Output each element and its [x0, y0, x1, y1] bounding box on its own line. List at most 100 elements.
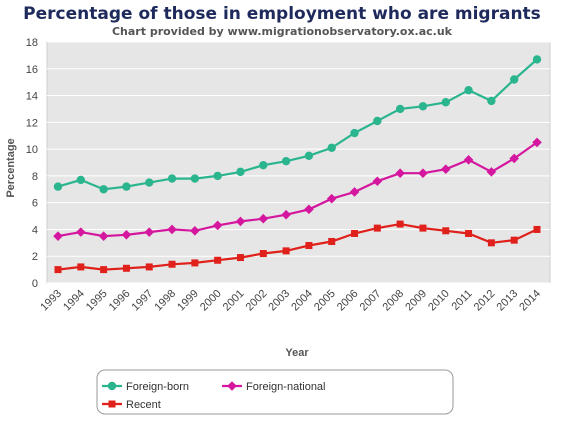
- legend-marker-recent: [108, 400, 116, 408]
- legend-marker-foreign-born: [107, 381, 117, 391]
- foreign-born-point: [122, 182, 131, 191]
- foreign-national-point: [190, 225, 200, 236]
- foreign-national-point: [418, 168, 428, 179]
- recent-point: [487, 239, 495, 247]
- foreign-born-point: [327, 143, 336, 152]
- series-markers: [53, 55, 542, 274]
- foreign-born-point: [281, 156, 291, 166]
- foreign-national-point: [326, 193, 337, 204]
- y-tick-label: 6: [32, 198, 38, 210]
- recent-point: [282, 247, 290, 255]
- foreign-born-point: [190, 174, 200, 183]
- foreign-born-point: [76, 175, 86, 185]
- foreign-national-point: [53, 231, 63, 241]
- foreign-born-point: [99, 185, 108, 194]
- foreign-born-point: [509, 75, 519, 84]
- legend-label-recent: Recent: [126, 399, 161, 411]
- foreign-born-point: [259, 160, 268, 170]
- x-tick-label: 1999: [175, 288, 201, 314]
- recent-point: [396, 220, 404, 228]
- y-tick-label: 14: [26, 91, 38, 103]
- recent-line: [57, 222, 538, 271]
- foreign-national-point: [486, 167, 497, 177]
- foreign-born-point: [213, 171, 222, 181]
- chart-title: Percentage of those in employment who ar…: [23, 4, 541, 24]
- x-tick-label: 2002: [244, 288, 270, 314]
- foreign-born-point: [167, 174, 177, 183]
- x-tick-label: 1994: [61, 288, 87, 314]
- x-tick-label: 1996: [107, 288, 133, 314]
- recent-point: [328, 237, 336, 245]
- foreign-national-point: [258, 213, 269, 224]
- recent-point: [122, 264, 130, 272]
- legend-box: [96, 369, 454, 415]
- y-tick-label: 18: [26, 37, 38, 49]
- foreign-born-point: [487, 96, 496, 106]
- x-tick-label: 2011: [449, 288, 474, 313]
- legend-label-foreign-born: Foreign-born: [126, 381, 189, 393]
- foreign-born-point: [304, 151, 314, 161]
- foreign-national-point: [395, 168, 405, 179]
- x-tick-label: 1995: [84, 288, 110, 314]
- foreign-national-point: [281, 209, 291, 220]
- series-lines: [57, 58, 538, 271]
- foreign-national-line: [57, 141, 538, 238]
- y-tick-label: 0: [32, 278, 38, 290]
- x-tick-label: 2010: [426, 288, 452, 314]
- foreign-national-point: [509, 153, 519, 164]
- x-tick-label: 2001: [221, 288, 247, 314]
- plot-area: [46, 41, 551, 284]
- foreign-national-point: [304, 204, 314, 215]
- recent-point: [419, 224, 427, 232]
- foreign-born-point: [53, 182, 63, 191]
- legend-label-foreign-national: Foreign-national: [246, 381, 326, 393]
- x-tick-label: 1998: [152, 288, 178, 314]
- foreign-national-point: [349, 187, 360, 197]
- foreign-national-point: [167, 224, 177, 235]
- foreign-national-point: [440, 164, 451, 174]
- recent-point: [145, 263, 153, 271]
- chart-subtitle: Chart provided by www.migrationobservato…: [111, 25, 453, 38]
- recent-point: [351, 229, 359, 237]
- x-tick-label: 2007: [358, 288, 384, 314]
- recent-point: [77, 263, 85, 271]
- foreign-national-point: [235, 216, 246, 227]
- recent-point: [54, 266, 62, 274]
- foreign-national-point: [372, 176, 383, 187]
- foreign-born-point: [373, 116, 382, 126]
- x-tick-label: 1997: [130, 288, 156, 314]
- y-tick-label: 2: [32, 251, 38, 263]
- recent-point: [100, 266, 108, 274]
- foreign-born-point: [464, 86, 473, 95]
- x-tick-label: 2005: [312, 288, 338, 314]
- y-tick-label: 8: [32, 171, 38, 183]
- recent-point: [533, 225, 541, 233]
- x-tick-label: 2000: [198, 288, 224, 314]
- legend: Foreign-born Foreign-national Recent: [102, 381, 326, 411]
- x-tick-label: 2009: [403, 288, 429, 314]
- recent-point: [465, 229, 473, 237]
- x-axis-label: Year: [285, 347, 309, 359]
- recent-point: [259, 250, 267, 258]
- y-tick-label: 12: [26, 117, 38, 129]
- foreign-national-point: [463, 155, 474, 165]
- recent-point: [305, 242, 313, 250]
- foreign-born-point: [532, 55, 542, 64]
- foreign-born-point: [418, 102, 428, 111]
- x-tick-label: 2006: [335, 288, 361, 314]
- foreign-national-point: [212, 220, 223, 231]
- foreign-born-point: [395, 104, 405, 114]
- recent-point: [510, 236, 518, 244]
- foreign-national-point: [532, 137, 542, 148]
- x-tick-label: 1993: [38, 288, 64, 314]
- grid-lines: [47, 41, 550, 284]
- recent-point: [214, 256, 222, 264]
- foreign-national-point: [76, 227, 86, 237]
- foreign-national-point: [144, 227, 155, 237]
- y-tick-label: 10: [26, 144, 38, 156]
- x-tick-label: 2003: [266, 288, 292, 314]
- y-tick-label: 4: [32, 224, 38, 236]
- legend-marker-foreign-national: [227, 381, 237, 391]
- foreign-born-line: [57, 58, 538, 191]
